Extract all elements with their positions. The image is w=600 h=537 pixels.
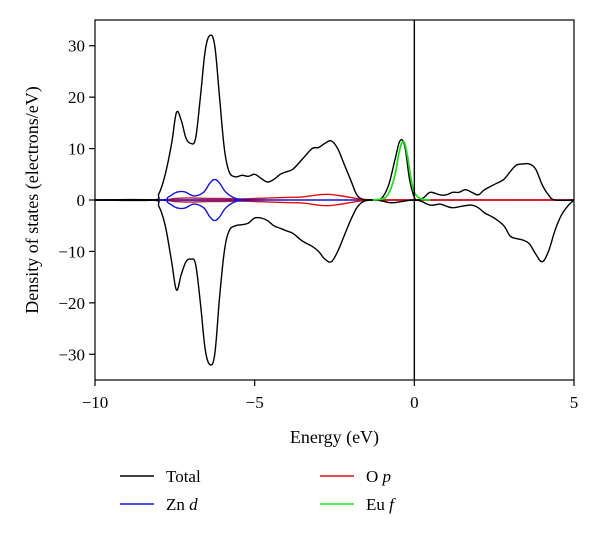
x-tick-label: 5 [570,393,579,412]
y-tick-label: −20 [58,294,85,313]
y-tick-label: 30 [68,37,85,56]
x-tick-label: 0 [410,393,419,412]
x-tick-label: −5 [246,393,264,412]
series-line-eu-f [372,140,431,201]
legend-label-eu-f: Eu f [366,495,396,514]
series-line-total-spin-down [95,198,574,366]
legend-label-o-p: O p [366,467,391,486]
y-axis-label: Density of states (electrons/eV) [22,86,43,313]
x-axis-label: Energy (eV) [290,427,379,448]
series-line-total [95,34,574,202]
legend-label-zn-d: Zn d [166,495,198,514]
legend: Total O p Zn d Eu f [120,467,396,514]
y-tick-label: 20 [68,88,85,107]
y-tick-label: 10 [68,140,85,159]
x-tick-label: −10 [82,393,109,412]
y-tick-label: −10 [58,242,85,261]
series-line-zn-d [95,178,266,201]
y-tick-label: 0 [77,191,86,210]
legend-label-total: Total [166,467,201,486]
y-tick-label: −30 [58,345,85,364]
series-line-zn-d-spin-down [95,199,255,222]
